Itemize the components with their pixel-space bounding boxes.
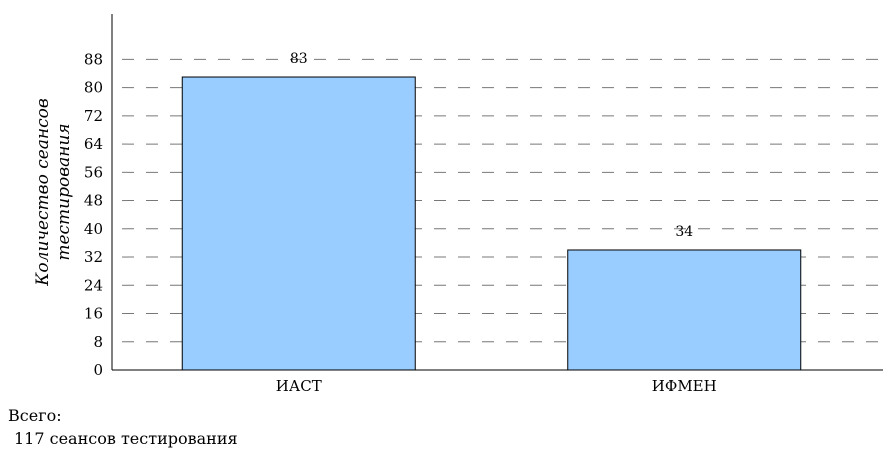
y-axis-title-line-1: Количество сеансов [33,98,53,287]
y-tick-label: 48 [84,192,103,210]
y-tick-label: 40 [84,220,103,238]
x-tick-label: ИФМЕН [652,377,717,395]
y-tick-label: 0 [93,361,103,379]
y-tick-label: 32 [84,248,103,266]
y-tick-label: 80 [84,79,103,97]
summary-label: Всего: [8,406,62,425]
y-tick-label: 88 [84,50,103,68]
summary-block: Всего: 117 сеансов тестирования [8,404,238,450]
bar [567,249,802,371]
y-tick-label: 16 [84,305,103,323]
y-tick-label: 56 [84,163,103,181]
data-labels: 83 34 [290,51,693,240]
bar-value-label: 83 [290,51,308,67]
bar [181,76,416,371]
y-axis-title-line-2: тестирования [54,123,74,260]
y-tick-label: 64 [84,135,103,153]
bars [181,76,802,371]
summary-total: 117 сеансов тестирования [14,429,238,448]
y-axis-title: Количество сеансов тестирования [33,98,74,287]
y-tick-label: 72 [84,107,103,125]
x-tick-labels: ИАСТ ИФМЕН [276,377,717,395]
x-tick-label: ИАСТ [276,377,322,395]
y-tick-label: 24 [84,276,103,294]
y-tick-labels: 0 8 16 24 32 40 48 56 64 72 80 88 [84,50,103,379]
bar-value-label: 34 [675,224,693,240]
y-tick-label: 8 [93,333,103,351]
axes [111,14,883,371]
